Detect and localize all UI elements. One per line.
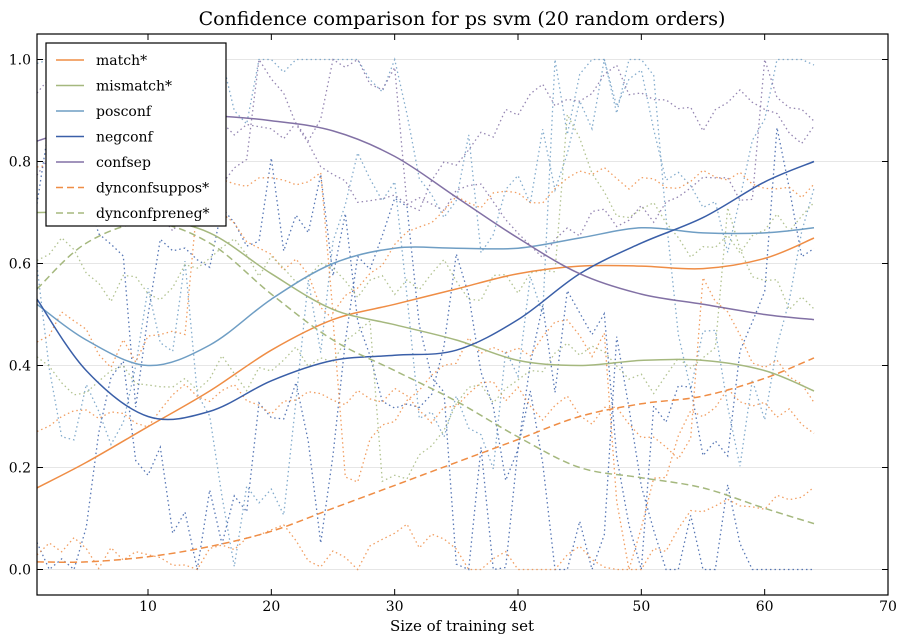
order-trace-9	[37, 112, 815, 303]
y-tick-label-1: 0.2	[9, 461, 31, 477]
grid-lines	[37, 59, 888, 570]
legend-label-4: confsep	[96, 155, 151, 171]
x-tick-label-4: 50	[632, 599, 650, 615]
chart-title: Confidence comparison for ps svm (20 ran…	[199, 8, 726, 30]
legend-label-2: posconf	[96, 104, 153, 120]
x-tick-label-5: 60	[756, 599, 774, 615]
series-line-dynconfsuppos	[37, 357, 815, 564]
x-tick-label-2: 30	[386, 599, 404, 615]
x-tick-label-6: 70	[879, 599, 897, 615]
x-tick-label-3: 40	[509, 599, 527, 615]
series-line-match	[37, 237, 815, 489]
order-trace-3	[37, 66, 815, 570]
order-trace-6	[37, 486, 815, 571]
x-axis-label: Size of training set	[390, 617, 534, 635]
plot-frame	[36, 33, 889, 596]
order-trace-8	[37, 275, 815, 461]
legend-box	[45, 42, 227, 227]
y-tick-label-3: 0.6	[9, 257, 31, 273]
legend-label-0: match*	[96, 53, 147, 69]
x-tick-label-0: 10	[139, 599, 157, 615]
order-trace-1	[37, 58, 815, 567]
series-line-negconf	[37, 160, 815, 421]
series-line-posconf	[37, 227, 815, 367]
y-tick-label-4: 0.8	[9, 155, 31, 171]
y-tick-label-2: 0.4	[9, 359, 31, 375]
legend: match* mismatch* posconf negconf confsep dync…	[45, 42, 227, 227]
y-axis-ticks: 0.0 0.2 0.4 0.6 0.8 1.0	[9, 53, 888, 579]
legend-label-1: mismatch*	[96, 79, 172, 95]
legend-label-6: dynconfpreneg*	[96, 206, 210, 222]
x-tick-label-1: 20	[262, 599, 280, 615]
y-tick-label-0: 0.0	[9, 563, 31, 579]
legend-label-5: dynconfsuppos*	[96, 181, 209, 197]
order-trace-2	[37, 197, 814, 572]
y-tick-label-5: 1.0	[9, 53, 31, 69]
legend-label-3: negconf	[96, 130, 155, 146]
x-axis-ticks: 10 20 30 40 50 60 70	[139, 34, 897, 615]
order-trace-0	[37, 57, 815, 255]
